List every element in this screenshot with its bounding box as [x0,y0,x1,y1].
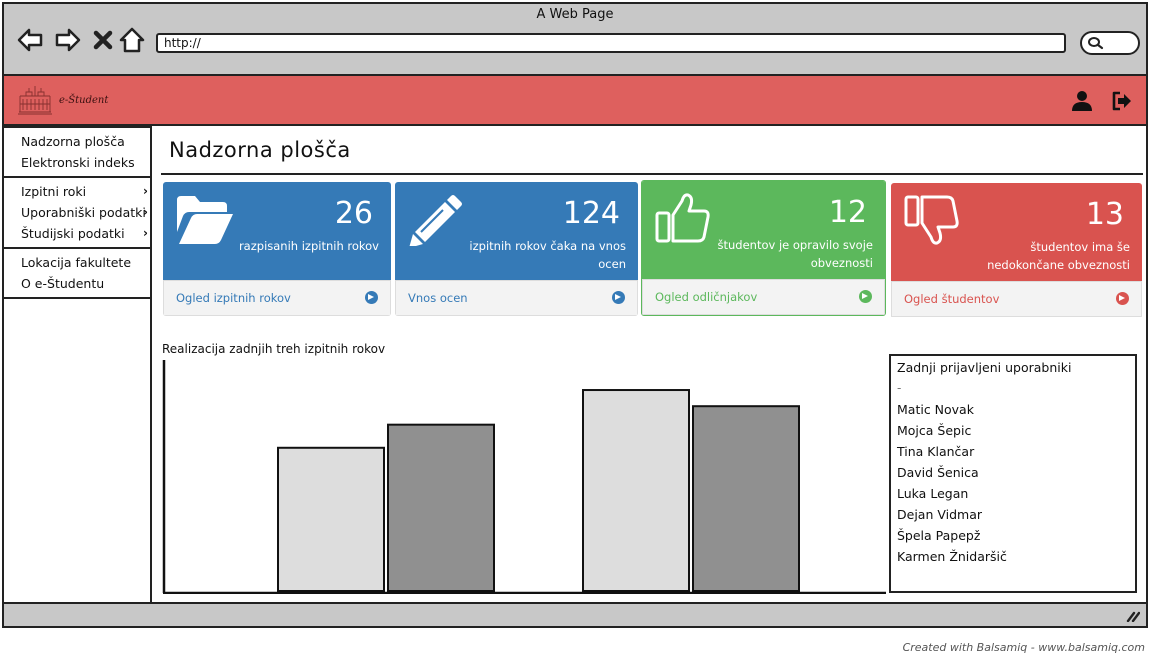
menu-group-data: Izpitni roki › Uporabniški podatki › Študi… [4,178,150,249]
window-title: A Web Page [536,7,614,22]
card-label: razpisanih izpitnih rokov [238,239,379,253]
user-icon[interactable] [1071,90,1093,112]
sidebar-item-dashboard[interactable]: Nadzorna plošča [4,131,150,152]
sidebar-item-study-data[interactable]: Študijski podatki › [4,223,150,244]
sidebar-item-faculty-location[interactable]: Lokacija fakultete [4,252,150,273]
menu-group-main: Nadzorna plošča Elektronski indeks [4,128,150,178]
thumbs-down-icon [904,195,959,245]
stat-card-exam-dates: 26 razpisanih izpitnih rokov Ogled izpit… [163,182,391,316]
sidebar-item-label: Študijski podatki [21,226,125,241]
title-divider [161,173,1143,175]
view-top-students-link[interactable]: Ogled odličnjakov [655,290,758,304]
arrow-circle-right-icon[interactable] [612,291,625,304]
chart-bar-group2-series2 [692,405,800,593]
card-value: 13 [1085,197,1124,232]
sidebar: Nadzorna plošča Elektronski indeks Izpit… [4,126,152,604]
chevron-right-icon: › [143,184,148,198]
recent-user-item: David Šenica [897,465,979,480]
sidebar-item-label: Lokacija fakultete [21,255,132,270]
balsamiq-credit: Created with Balsamiq - www.balsamiq.com [902,641,1145,654]
card-label: študentov je opravilo svoje obveznosti [717,238,874,270]
top-bar: e-Študent [4,76,1146,126]
sidebar-item-exam-dates[interactable]: Izpitni roki › [4,181,150,202]
arrow-circle-right-icon[interactable] [365,291,378,304]
stat-card-grade-entry: 124 izpitnih rokov čaka na vnos ocen Vno… [395,182,638,316]
magnifier-icon [1088,37,1104,50]
home-icon[interactable] [118,26,146,54]
app-frame: e-Študent Nadzorna plošča Elektronski in… [4,74,1146,604]
recent-users-separator: - [897,381,902,395]
recent-user-item: Dejan Vidmar [897,507,983,522]
card-value: 124 [562,196,620,231]
sidebar-item-label: Izpitni roki [21,184,87,199]
url-bar[interactable]: http:// [156,33,1066,53]
view-exam-dates-link[interactable]: Ogled izpitnih rokov [176,291,291,305]
stat-card-top-students: 12 študentov je opravilo svoje obveznost… [641,180,886,316]
browser-window: A Web Page http:// [2,2,1148,628]
faculty-building-logo [18,86,52,115]
recent-users-title: Zadnji prijavljeni uporabniki [897,360,1072,375]
chevron-right-icon: › [143,226,148,240]
thumbs-up-icon [655,193,710,243]
recent-user-item: Karmen Žnidaršič [897,549,1007,564]
recent-users-list: Matic Novak Mojca Šepic Tina Klančar David … [897,399,1129,567]
chevron-right-icon: › [143,205,148,219]
view-pending-students-link[interactable]: Ogled študentov [904,292,1000,306]
stat-card-pending-students: 13 študentov ima še nedokončane obveznos… [891,183,1142,319]
card-label: študentov ima še nedokončane obveznosti [987,240,1130,272]
sidebar-item-electronic-index[interactable]: Elektronski indeks [4,152,150,173]
card-header: 12 študentov je opravilo svoje obveznost… [642,181,885,279]
brand-name: e-Študent [59,95,109,106]
recent-user-item: Luka Legan [897,486,969,501]
back-arrow-icon[interactable] [16,26,44,54]
chart-bar-group1-series2 [387,423,495,593]
card-header: 13 študentov ima še nedokončane obveznos… [891,183,1142,281]
card-value: 12 [828,195,867,230]
recent-users-panel: Zadnji prijavljeni uporabniki - Matic No… [889,354,1137,593]
folder-open-icon [177,196,233,244]
sidebar-item-user-data[interactable]: Uporabniški podatki › [4,202,150,223]
chart-bar-group1-series1 [277,446,385,592]
card-footer[interactable]: Ogled študentov [891,281,1142,317]
pencil-icon [409,195,462,246]
chart-title: Realizacija zadnjih treh izpitnih rokov [162,342,386,356]
exam-realization-bar-chart [162,360,886,594]
chart-bar-group2-series1 [582,389,690,593]
card-footer[interactable]: Ogled izpitnih rokov [163,280,391,316]
grade-entry-link[interactable]: Vnos ocen [408,291,468,305]
recent-user-item: Mojca Šepic [897,423,972,438]
card-footer[interactable]: Ogled odličnjakov [642,279,885,315]
menu-group-info: Lokacija fakultete O e-Študentu [4,249,150,297]
sidebar-item-label: O e-Študentu [21,276,105,291]
arrow-circle-right-icon[interactable] [859,290,872,303]
sidebar-item-label: Nadzorna plošča [21,134,125,149]
card-header: 26 razpisanih izpitnih rokov [163,182,391,280]
arrow-circle-right-icon[interactable] [1116,292,1129,305]
forward-arrow-icon[interactable] [54,26,82,54]
sidebar-item-label: Uporabniški podatki [21,205,146,220]
recent-user-item: Tina Klančar [897,444,975,459]
recent-user-item: Špela Papepž [897,528,981,543]
sidebar-item-about[interactable]: O e-Študentu [4,273,150,294]
card-value: 26 [334,196,373,231]
recent-user-item: Matic Novak [897,402,974,417]
browser-status-bar [4,602,1146,626]
resize-grip-icon[interactable] [1126,610,1140,622]
main-content: Nadzorna plošča 26 razpisanih izpitnih r… [159,126,1144,604]
stop-icon[interactable] [92,26,114,54]
card-label: izpitnih rokov čaka na vnos ocen [469,239,626,271]
page-title: Nadzorna plošča [169,138,351,162]
browser-search-field[interactable] [1080,31,1140,55]
sidebar-item-label: Elektronski indeks [21,155,135,170]
sidebar-menu: Nadzorna plošča Elektronski indeks Izpit… [4,126,152,299]
logout-icon[interactable] [1111,90,1133,112]
card-footer[interactable]: Vnos ocen [395,280,638,316]
card-header: 124 izpitnih rokov čaka na vnos ocen [395,182,638,280]
